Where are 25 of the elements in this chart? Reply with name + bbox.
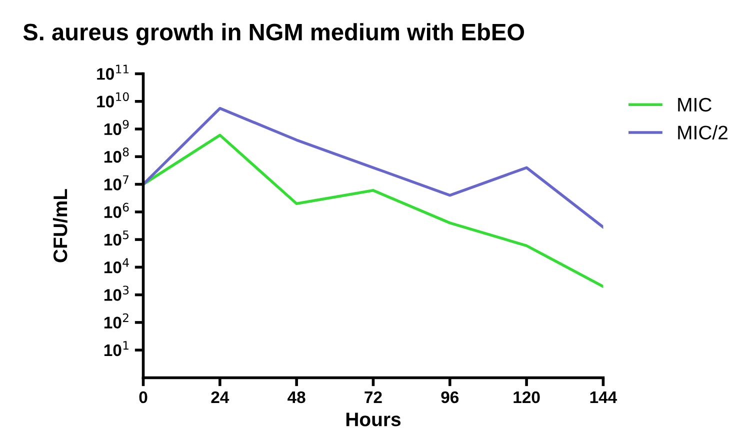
legend-label: MIC: [678, 98, 712, 112]
y-tick-label: 10$^{3}$: [104, 286, 129, 301]
y-axis-title: CFU/mL: [52, 189, 68, 262]
x-tick-label: 48: [288, 391, 306, 404]
y-tick-label: 10$^{8}$: [104, 148, 129, 163]
x-tick-label: 120: [514, 391, 540, 404]
x-tick-label: 24: [211, 391, 230, 403]
x-tick-label: 72: [364, 391, 382, 403]
y-tick-label: 10$^{11}$: [97, 64, 129, 80]
x-tick-label: 0: [139, 391, 148, 404]
legend-label: MIC/2: [678, 125, 728, 140]
line-series: [143, 134, 604, 288]
y-tick-label: 10$^{7}$: [104, 175, 129, 190]
y-tick-label: 10$^{2}$: [104, 313, 128, 329]
y-tick-label: 10$^{9}$: [104, 120, 129, 136]
y-tick-label: 10$^{6}$: [104, 202, 129, 218]
y-tick-label: 10$^{5}$: [104, 230, 128, 246]
x-axis-title: Hours: [346, 412, 401, 426]
line-series: [143, 106, 604, 229]
x-tick-label: 96: [441, 391, 459, 404]
y-tick-label: 10$^{10}$: [97, 92, 129, 108]
y-tick-label: 10$^{1}$: [104, 341, 128, 356]
chart-title: S. aureus growth in NGM medium with EbEO: [23, 23, 524, 46]
y-tick-label: 10$^{4}$: [104, 258, 129, 274]
x-tick-label: 144: [590, 392, 618, 403]
